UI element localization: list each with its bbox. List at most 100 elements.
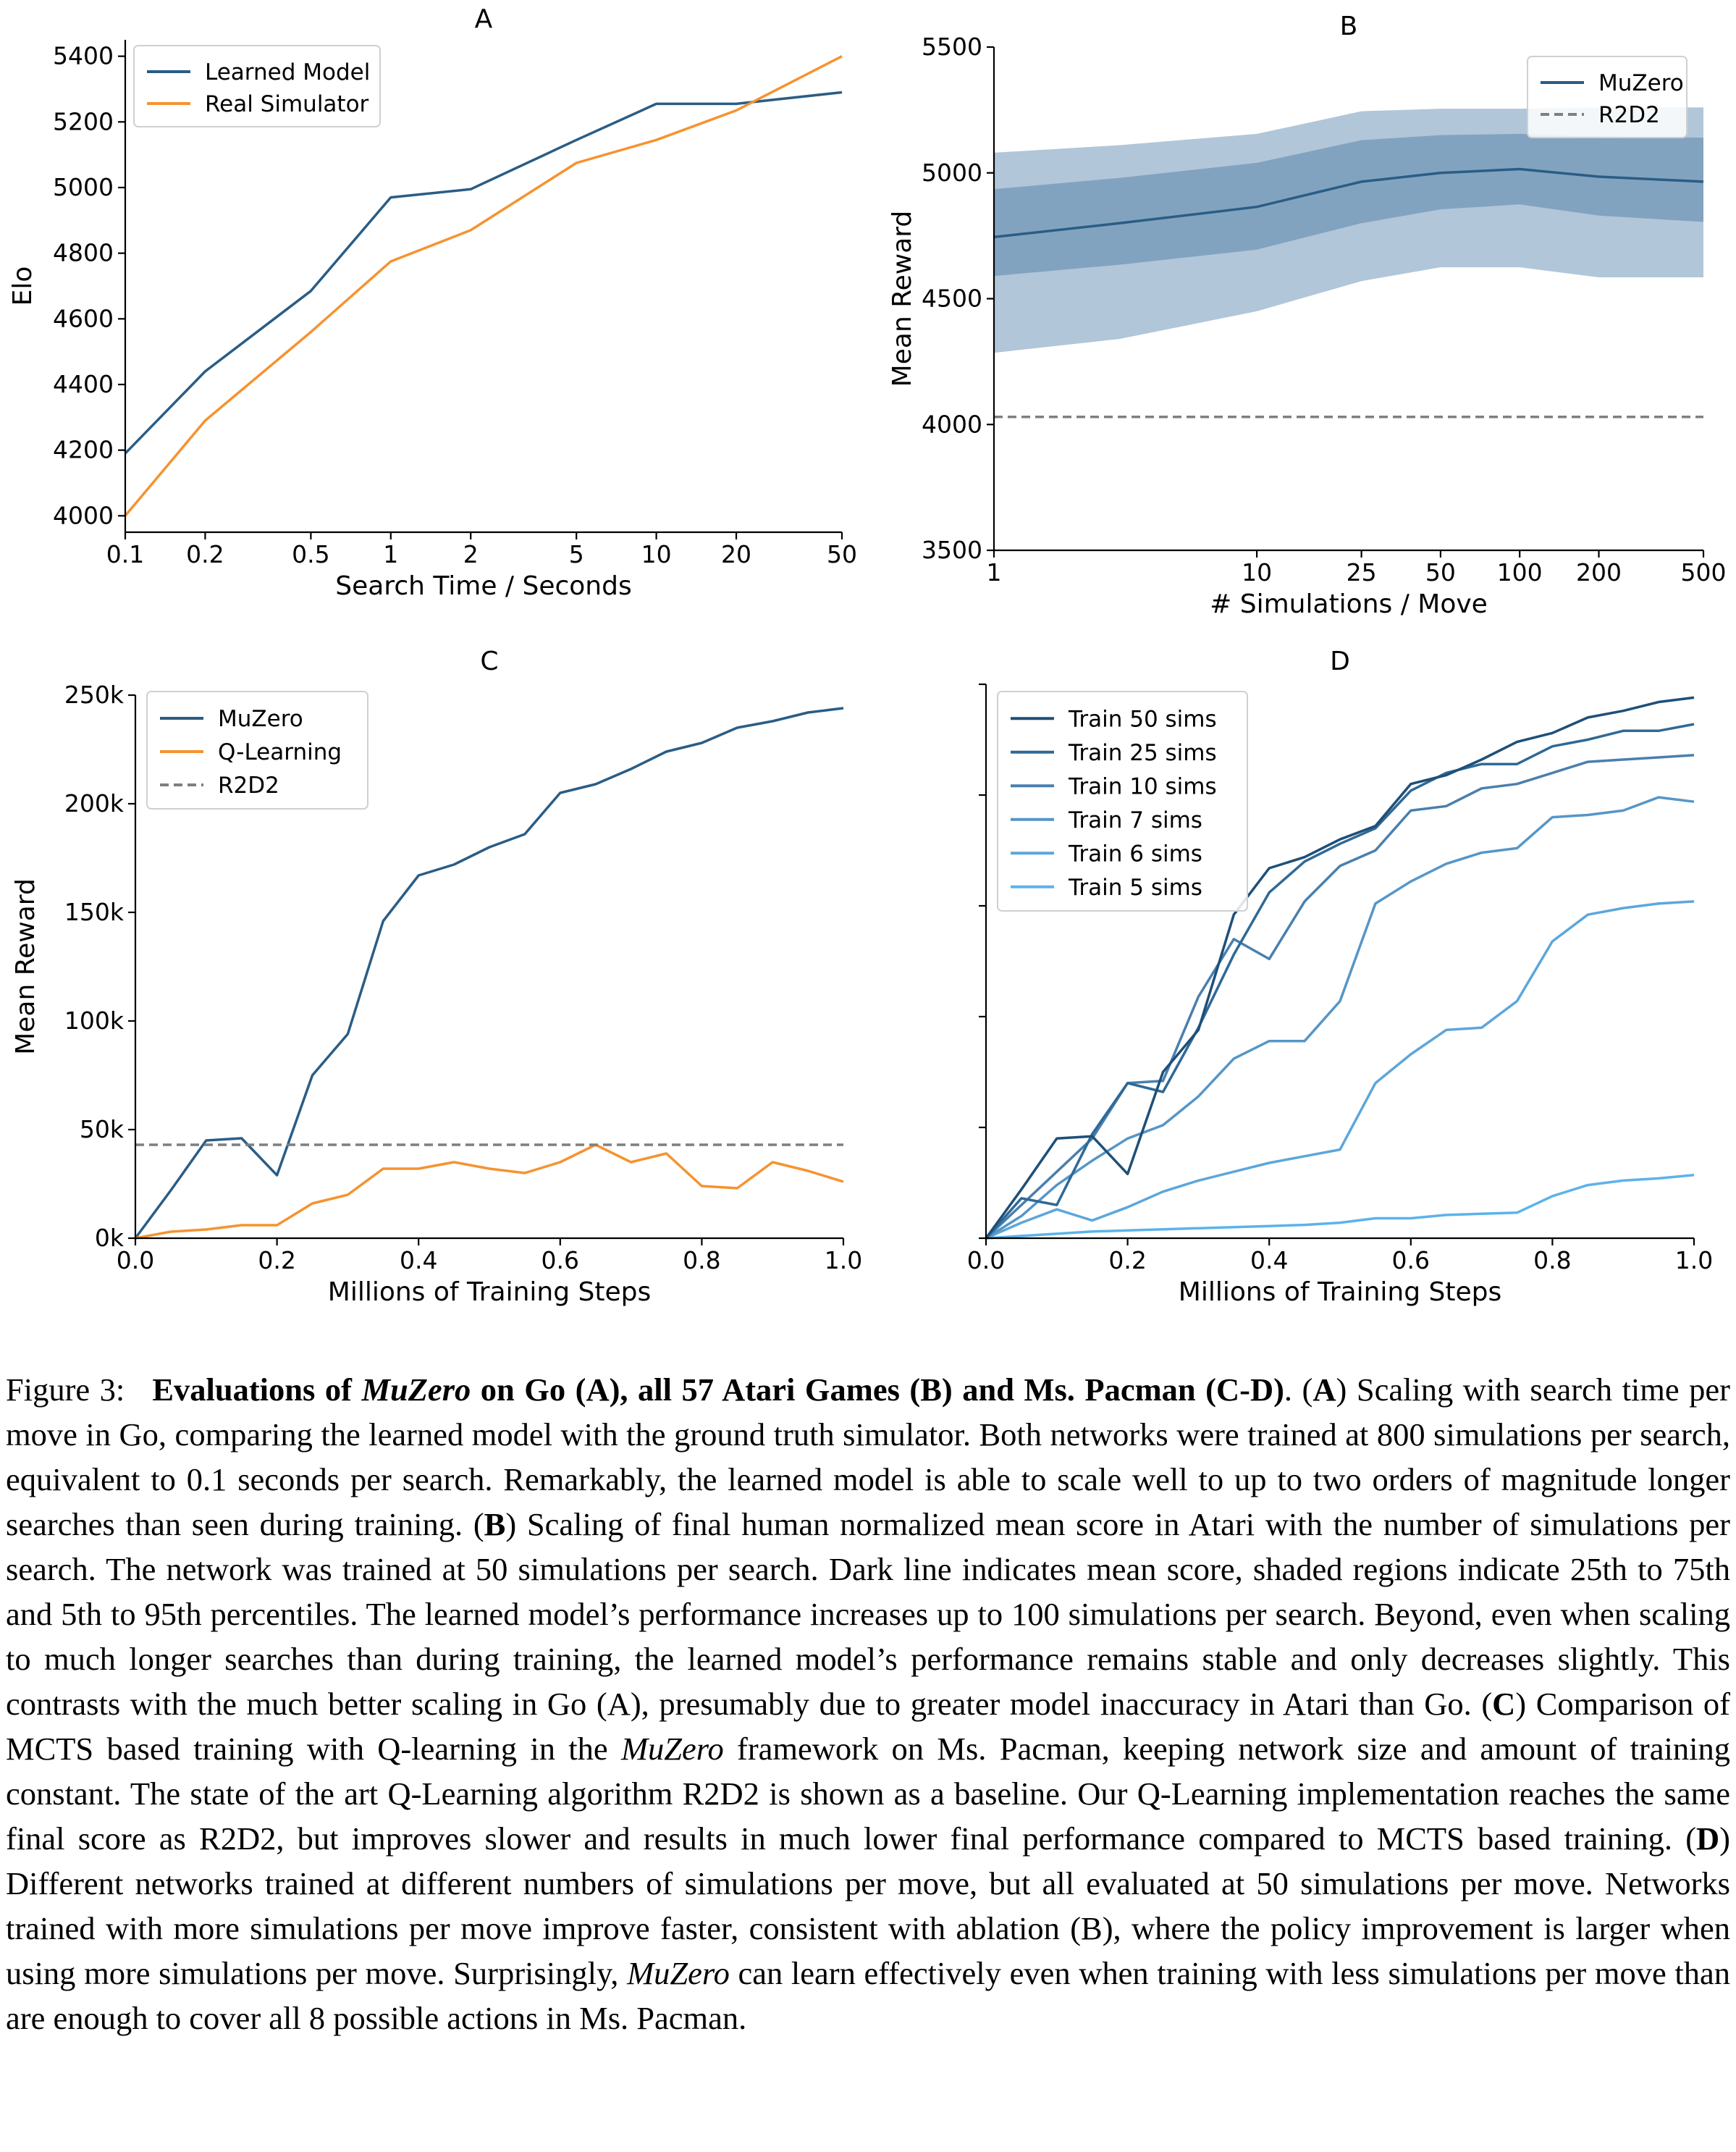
series-line-q-learning <box>135 1143 844 1240</box>
x-tick-label: 1 <box>383 540 398 568</box>
x-tick-label: 0.6 <box>1392 1246 1430 1274</box>
y-tick-label: 4400 <box>53 370 114 398</box>
y-tick-label: 4000 <box>53 501 114 529</box>
x-tick-label: 0.8 <box>683 1246 720 1274</box>
y-tick-label: 50k <box>80 1115 125 1143</box>
x-tick-label: 500 <box>1681 558 1727 587</box>
series-line-train-5-sims <box>985 1174 1695 1240</box>
y-axis-label: Mean Reward <box>11 878 41 1055</box>
legend: Train 50 sims Train 25 sims Train 10 sims T… <box>997 691 1248 912</box>
y-tick-label: 150k <box>64 898 125 926</box>
x-tick-label: 50 <box>1425 558 1456 587</box>
legend-label-train-50-sims: Train 50 sims <box>1068 706 1217 732</box>
x-tick-label: 0.8 <box>1533 1246 1571 1274</box>
panel-b: 1 10 25 50 100 200 500 3500 4000 4500 5000 5500 # Si… <box>888 12 1727 619</box>
x-axis-label: # Simulations / Move <box>1210 589 1488 619</box>
x-tick-label: 20 <box>721 540 751 568</box>
axes: 1 10 25 50 100 200 500 3500 4000 4500 5000 5500 # Si… <box>888 12 1727 619</box>
x-tick-label: 200 <box>1576 558 1622 587</box>
x-tick-label: 10 <box>1242 558 1272 587</box>
series-line-muzero <box>993 167 1704 239</box>
panel-c: 0.0 0.2 0.4 0.6 0.8 1.0 0k 50k 100k 150k 200k 250k M… <box>11 647 862 1307</box>
y-tick-label: 4200 <box>53 436 114 464</box>
caption-s1a: . ( <box>1284 1371 1313 1408</box>
legend-label-muzero: MuZero <box>1598 70 1684 96</box>
x-tick-label: 0.2 <box>258 1246 295 1274</box>
caption-title-em: MuZero <box>361 1371 471 1408</box>
x-tick-label: 0.0 <box>117 1246 154 1274</box>
x-tick-label: 100 <box>1497 558 1543 587</box>
y-axis-label: Elo <box>8 266 38 306</box>
x-tick-label: 0.6 <box>542 1246 579 1274</box>
legend-label-learned-model: Learned Model <box>205 59 370 85</box>
chart-title: C <box>480 647 498 676</box>
caption-s3d: framework on Ms. Pacman, keeping network… <box>6 1731 1730 1857</box>
caption-title-pre: Evaluations of <box>152 1371 362 1408</box>
caption-s3c: ) Comparison of MCTS based training with… <box>6 1686 1730 1767</box>
x-tick-label: 5 <box>569 540 584 568</box>
x-tick-label: 0.0 <box>967 1246 1005 1274</box>
axes: 0.1 0.2 0.5 1 2 5 10 20 50 4000 4200 4400 4600 4800 50… <box>8 4 857 601</box>
y-tick-label: 4800 <box>53 239 114 267</box>
legend-box <box>1527 56 1687 138</box>
figure-caption: Figure 3: Evaluations of MuZero on Go (A)… <box>6 1367 1730 2040</box>
x-tick-label: 0.5 <box>292 540 329 568</box>
y-tick-label: 5200 <box>53 107 114 135</box>
legend: Learned Model Real Simulator <box>133 45 381 127</box>
legend-label-r2d2: R2D2 <box>218 773 279 799</box>
axes: 0.0 0.2 0.4 0.6 0.8 1.0 0k 50k 100k 150k 200k 250k M… <box>11 647 862 1307</box>
x-tick-label: 2 <box>463 540 479 568</box>
y-tick-label: 5400 <box>53 42 114 70</box>
axes: 0.0 0.2 0.4 0.6 0.8 1.0 Millions of Training S… <box>967 647 1713 1307</box>
x-tick-label: 0.1 <box>106 540 144 568</box>
chart-title: A <box>475 4 493 34</box>
x-tick-label: 1.0 <box>1675 1246 1713 1274</box>
caption-s4d: can learn effectively even when training… <box>6 1955 1730 2036</box>
x-tick-label: 10 <box>641 540 672 568</box>
legend: MuZero Q-Learning R2D2 <box>146 691 368 810</box>
legend-label-train-7-sims: Train 7 sims <box>1068 807 1202 833</box>
legend: MuZero R2D2 <box>1527 56 1687 138</box>
x-axis-label: Millions of Training Steps <box>1179 1277 1501 1307</box>
y-tick-label: 5500 <box>922 33 982 61</box>
x-tick-label: 50 <box>827 540 857 568</box>
legend-label-train-6-sims: Train 6 sims <box>1068 841 1202 867</box>
y-tick-label: 3500 <box>922 536 982 564</box>
x-tick-label: 0.4 <box>1250 1246 1288 1274</box>
caption-ref-c: C <box>1492 1686 1516 1722</box>
caption-s2c: ) Scaling of final human normalized mean… <box>6 1506 1730 1722</box>
caption-ref-a: A <box>1312 1371 1336 1408</box>
x-tick-label: 0.2 <box>1108 1246 1146 1274</box>
x-tick-label: 1.0 <box>825 1246 862 1274</box>
caption-ref-d: D <box>1696 1820 1720 1857</box>
caption-s4c: ) Different networks trained at differen… <box>6 1820 1730 1991</box>
chart-title: D <box>1330 647 1350 676</box>
series-line-train-6-sims <box>985 900 1695 1240</box>
x-tick-label: 0.4 <box>400 1246 437 1274</box>
y-tick-label: 0k <box>95 1224 125 1252</box>
caption-figure-label: Figure 3: <box>6 1371 125 1408</box>
x-axis-label: Search Time / Seconds <box>335 571 631 601</box>
y-tick-label: 200k <box>64 789 125 817</box>
x-tick-label: 0.2 <box>186 540 224 568</box>
y-tick-label: 250k <box>64 681 125 709</box>
legend-box <box>133 45 381 127</box>
series-line-learned-model <box>124 91 843 455</box>
legend-label-train-10-sims: Train 10 sims <box>1068 773 1217 799</box>
y-tick-label: 100k <box>64 1006 125 1035</box>
caption-s4em: MuZero <box>627 1955 730 1991</box>
legend-label-q-learning: Q-Learning <box>218 739 342 765</box>
y-tick-label: 4600 <box>53 304 114 332</box>
x-axis-label: Millions of Training Steps <box>328 1277 651 1307</box>
caption-text: Figure 3: Evaluations of MuZero on Go (A)… <box>6 1367 1730 2040</box>
caption-s3em: MuZero <box>620 1731 724 1767</box>
x-tick-label: 25 <box>1347 558 1377 587</box>
panel-d: 0.0 0.2 0.4 0.6 0.8 1.0 Millions of Training S… <box>967 647 1713 1307</box>
y-tick-label: 5000 <box>53 173 114 201</box>
caption-title: Evaluations of MuZero on Go (A), all 57 … <box>152 1371 1284 1408</box>
y-tick-label: 4000 <box>922 410 982 438</box>
legend-box <box>997 691 1248 912</box>
x-tick-label: 1 <box>987 558 1002 587</box>
caption-title-post: on Go (A), all 57 Atari Games (B) and Ms… <box>471 1371 1284 1408</box>
figure-3-charts: 0.1 0.2 0.5 1 2 5 10 20 504000420044004600480050… <box>8 4 1727 1307</box>
